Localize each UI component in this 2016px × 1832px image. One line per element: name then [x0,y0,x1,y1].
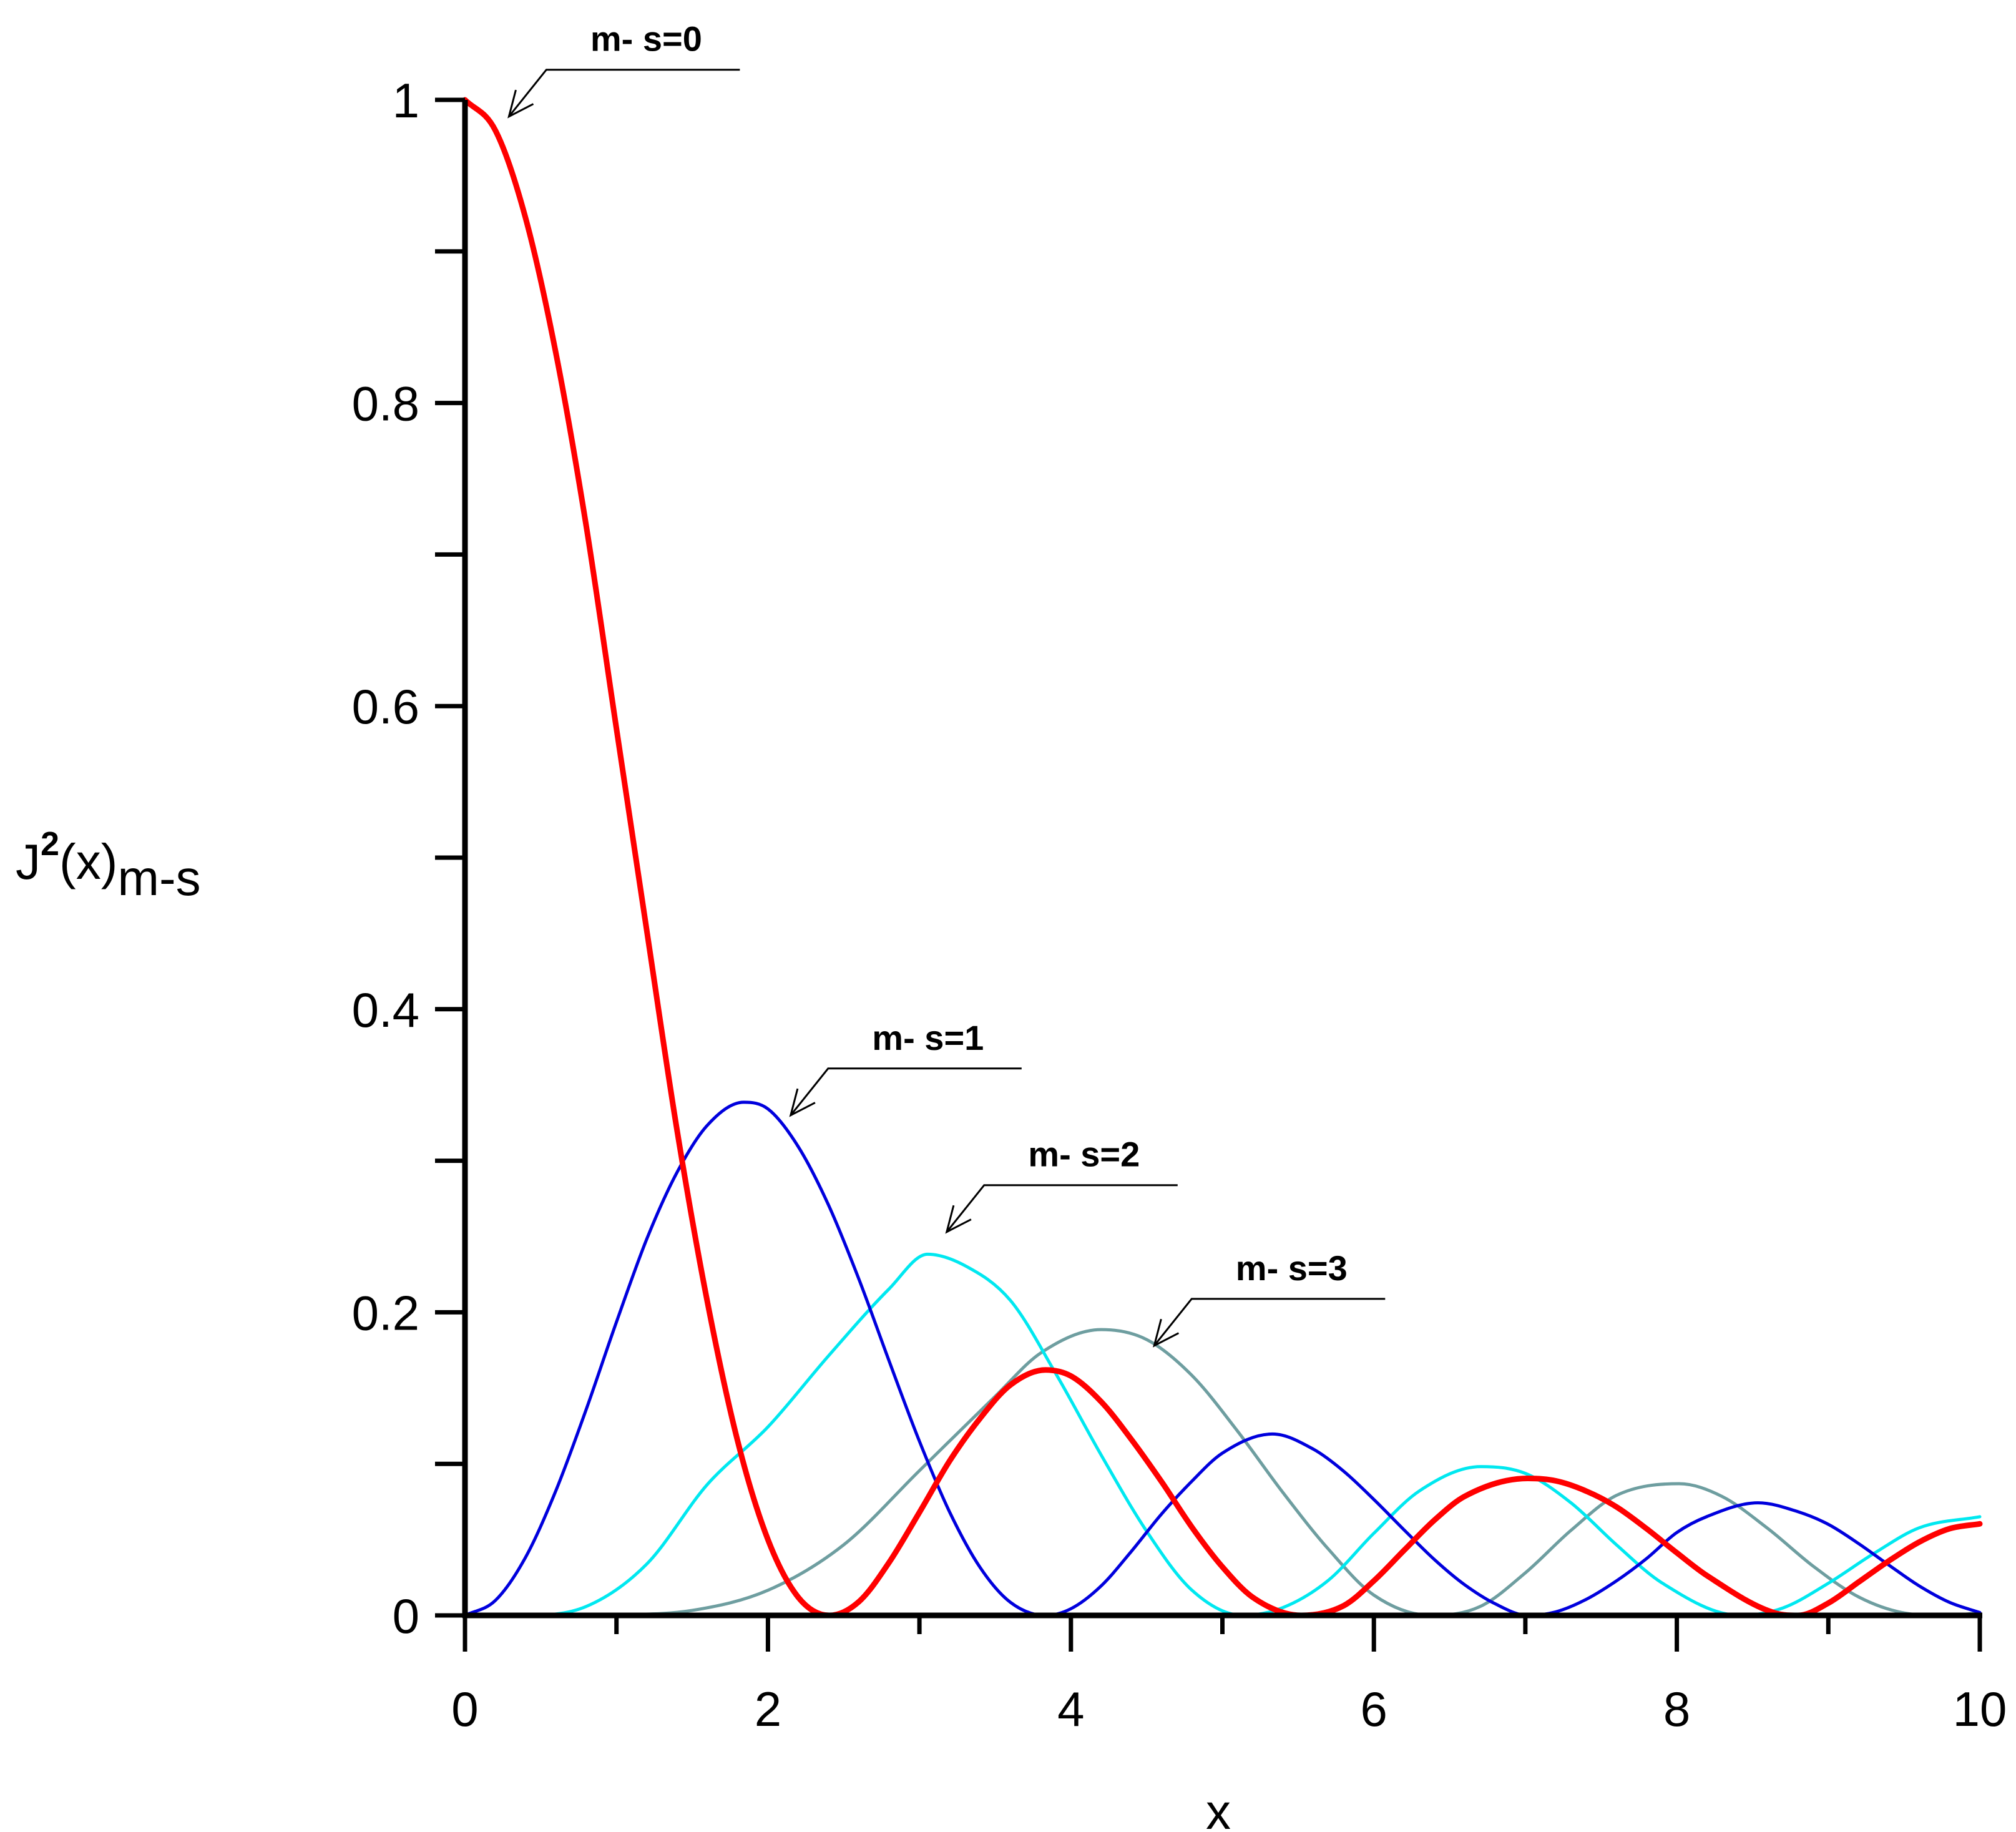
annotation-arrowhead [1152,1318,1180,1348]
x-tick-label: 0 [451,1682,478,1736]
series-layer [462,97,1983,1619]
tick-layer: 0 2 4 6 8 10 0 0.2 0.4 0.6 0.8 1 [352,73,2007,1736]
annotation-1: m- s=1 [789,1018,1022,1117]
annotation-leader-line [508,69,740,117]
y-tick-label: 0.8 [352,376,419,431]
annotation-label: m- s=3 [1236,1248,1348,1288]
x-tick-label: 4 [1057,1682,1084,1736]
annotation-2: m- s=2 [945,1135,1178,1234]
x-axis-title: x [1206,1784,1231,1832]
annotation-leader-line [790,1067,1022,1116]
annotation-label: m- s=1 [872,1018,984,1057]
y-axis-title-middle: (x) [59,834,117,889]
series-line-order-1 [463,1100,1982,1617]
series-line-order-0 [462,97,1983,1619]
annotation-arrowhead [789,1088,816,1117]
y-tick-label: 0.6 [352,679,419,734]
y-tick-label: 0.4 [352,982,419,1037]
annotation-0: m- s=0 [507,19,740,119]
x-tick-label: 8 [1663,1682,1690,1736]
series-line-order-2 [463,1252,1982,1617]
y-axis-title-base: J [16,834,41,889]
x-tick-label: 10 [1953,1682,2007,1736]
annotation-3: m- s=3 [1152,1248,1386,1348]
annotation-leader-line [1153,1298,1386,1346]
series-line-order-3 [463,1328,1982,1617]
annotation-leader-line [946,1184,1178,1233]
annotation-arrowhead [945,1205,972,1234]
axis-layer [462,100,1982,1619]
y-axis-title-subscript: m-s [117,850,200,906]
annotation-arrowhead [507,89,534,119]
y-tick-label: 0.2 [352,1285,419,1340]
y-axis-title-superscript: 2 [41,825,59,863]
annotation-label: m- s=0 [590,19,702,59]
x-tick-label: 2 [755,1682,781,1736]
y-axis-title: J2(x)m-s [16,825,201,906]
y-tick-label: 1 [393,73,419,128]
y-tick-label: 0 [393,1589,419,1643]
x-tick-label: 6 [1361,1682,1387,1736]
annotation-layer: m- s=0 m- s=1 m- s=2 m- s=3 [507,19,1386,1348]
annotation-label: m- s=2 [1028,1135,1140,1174]
